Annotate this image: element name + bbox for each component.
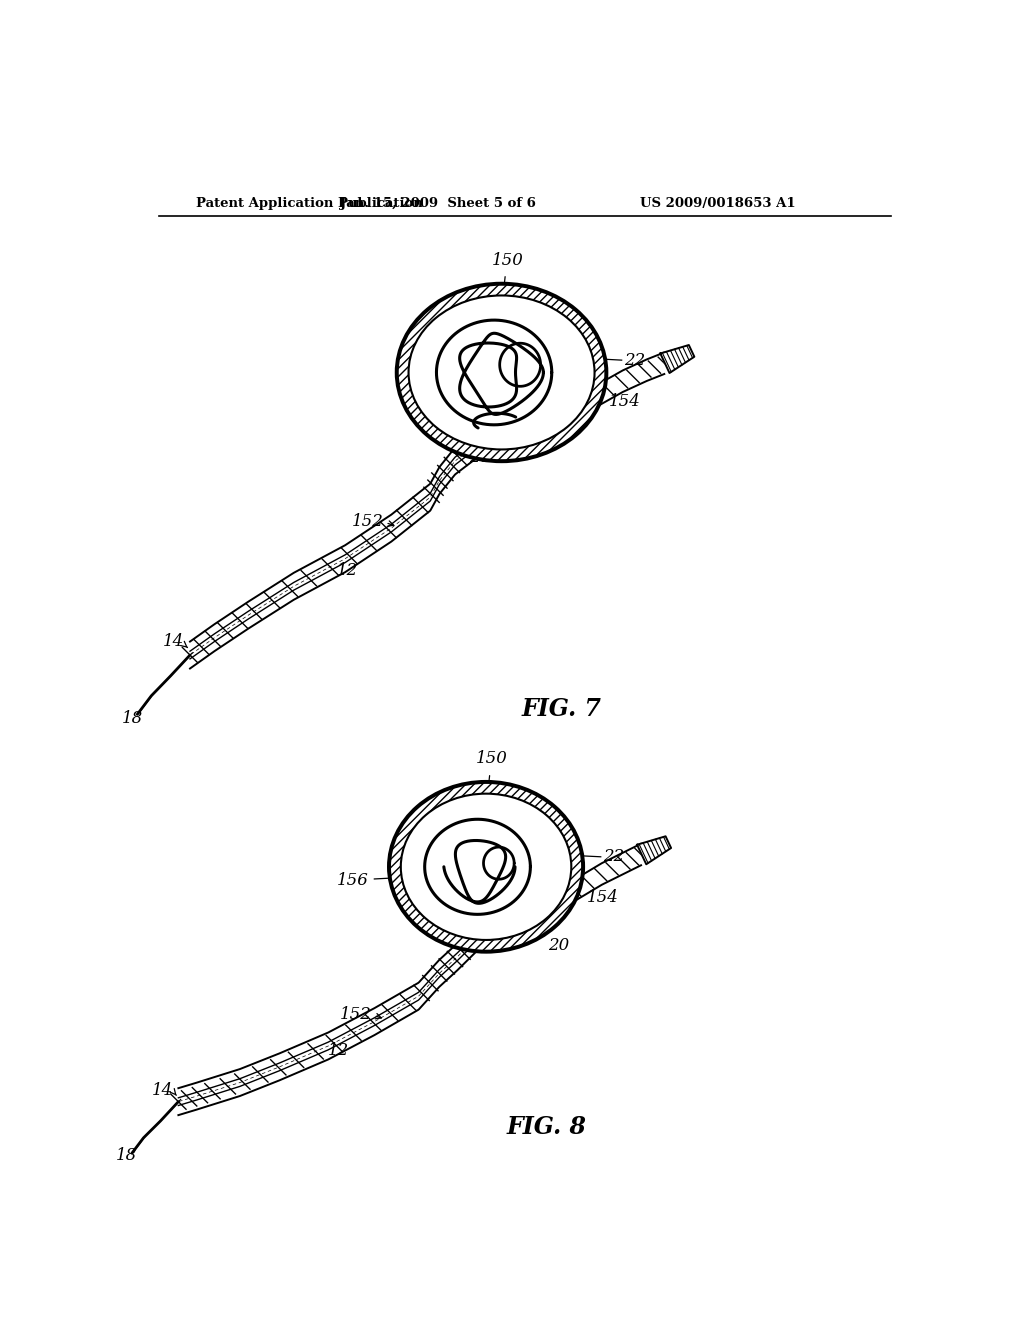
Ellipse shape (400, 793, 571, 940)
Text: FIG. 8: FIG. 8 (507, 1115, 587, 1139)
Text: 152: 152 (340, 1006, 372, 1023)
Ellipse shape (396, 284, 607, 462)
Polygon shape (637, 837, 671, 865)
Text: Patent Application Publication: Patent Application Publication (197, 197, 423, 210)
Polygon shape (660, 345, 694, 374)
Text: FIG. 7: FIG. 7 (522, 697, 602, 721)
Text: 150: 150 (492, 252, 523, 268)
Text: 156: 156 (336, 873, 369, 890)
Text: 152: 152 (352, 513, 384, 531)
Text: 20: 20 (469, 449, 490, 466)
Text: 14: 14 (163, 634, 183, 651)
Text: 22: 22 (603, 849, 625, 866)
Ellipse shape (409, 296, 595, 449)
Text: 22: 22 (624, 351, 645, 368)
Ellipse shape (388, 781, 584, 952)
Text: 154: 154 (608, 393, 640, 411)
Text: 18: 18 (116, 1147, 137, 1164)
Text: 150: 150 (476, 751, 508, 767)
Text: 14: 14 (152, 1081, 173, 1098)
Text: 18: 18 (122, 710, 143, 727)
Text: 12: 12 (328, 1041, 349, 1059)
Text: Jan. 15, 2009  Sheet 5 of 6: Jan. 15, 2009 Sheet 5 of 6 (340, 197, 536, 210)
Text: 154: 154 (587, 890, 618, 906)
Text: 12: 12 (337, 562, 358, 579)
Text: US 2009/0018653 A1: US 2009/0018653 A1 (640, 197, 795, 210)
Text: 20: 20 (548, 937, 569, 954)
